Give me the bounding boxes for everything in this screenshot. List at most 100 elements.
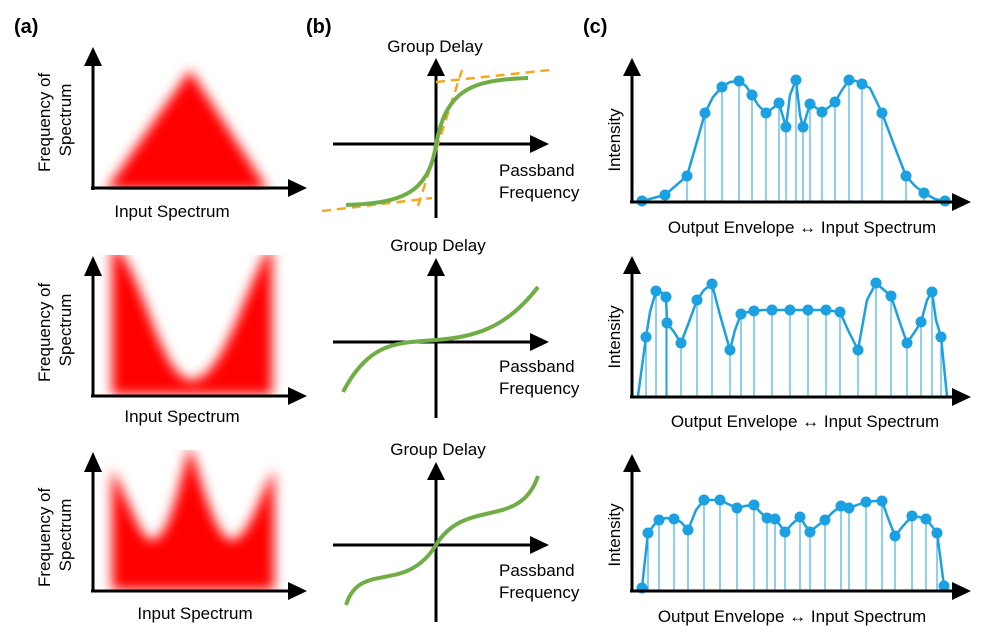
sample-dot xyxy=(779,526,791,538)
sample-dot xyxy=(773,97,785,109)
sample-dot xyxy=(843,74,855,86)
sample-dot xyxy=(843,502,855,514)
sample-dot xyxy=(889,530,901,542)
c2-xlabel: Output Envelope ↔ Input Spectrum xyxy=(671,412,939,431)
sample-dot xyxy=(931,527,943,539)
a2-xlabel: Input Spectrum xyxy=(124,407,239,426)
a3-y-arrow xyxy=(84,452,102,472)
group-delay-curve xyxy=(345,76,529,207)
sample-dot xyxy=(860,496,872,508)
sample-dot xyxy=(724,344,736,356)
sample-dot xyxy=(706,278,718,290)
sample-dot xyxy=(885,290,897,302)
sample-dot xyxy=(675,337,687,349)
c-row-2: Intensity Output Envelope ↔ Input Spectr… xyxy=(605,256,971,431)
sample-dot xyxy=(819,514,831,526)
b3-x-arrow xyxy=(530,536,549,554)
c2-sample-points xyxy=(640,277,947,356)
b2-ylabel: Group Delay xyxy=(390,236,486,255)
group-delay-curve xyxy=(341,285,540,393)
sample-dot xyxy=(816,106,828,118)
sample-dot xyxy=(852,344,864,356)
sample-dot xyxy=(802,304,814,316)
a-row-3: Frequency of Spectrum Input Spectrum xyxy=(35,450,307,623)
b2-xlabel: Passband Frequency xyxy=(499,357,580,398)
sample-dot xyxy=(731,502,743,514)
c3-x-arrow xyxy=(952,582,971,600)
sample-dot xyxy=(714,494,726,506)
b3-xlabel: Passband Frequency xyxy=(499,561,580,602)
sample-dot xyxy=(668,513,680,525)
b1-x-arrow xyxy=(530,135,549,153)
sample-dot xyxy=(642,527,654,539)
b1-y-arrow xyxy=(427,58,445,76)
sample-dot xyxy=(906,510,918,522)
sample-dot xyxy=(735,308,747,320)
sample-dot xyxy=(766,304,778,316)
sample-dot xyxy=(769,513,781,525)
c2-x-arrow xyxy=(952,388,971,406)
a-row-1: Frequency of Spectrum Input Spectrum xyxy=(35,47,307,221)
c1-stems xyxy=(641,80,946,202)
sample-dot xyxy=(681,170,693,182)
c1-ylabel: Intensity xyxy=(605,108,624,172)
c1-y-arrow xyxy=(623,58,641,76)
c3-y-arrow xyxy=(623,454,641,472)
sample-dot xyxy=(682,524,694,536)
asymptote-upper xyxy=(435,68,551,84)
spectrum-triangle xyxy=(106,70,268,190)
sample-dot xyxy=(733,75,745,87)
sample-dot xyxy=(716,81,728,93)
sample-dot xyxy=(820,304,832,316)
b2-x-arrow xyxy=(530,333,549,351)
b1-ylabel: Group Delay xyxy=(387,37,483,56)
a2-x-arrow xyxy=(288,387,307,405)
sample-dot xyxy=(870,277,882,289)
sample-dot xyxy=(926,286,938,298)
c-row-1: Intensity Output Envelope ↔ Input Spectr… xyxy=(605,58,971,237)
c3-xlabel: Output Envelope ↔ Input Spectrum xyxy=(658,607,926,626)
sample-dot xyxy=(650,285,662,297)
sample-dot xyxy=(804,98,816,110)
sample-dot xyxy=(918,187,930,199)
c3-stems xyxy=(641,500,945,591)
sample-dot xyxy=(640,331,652,343)
panel-label-a: (a) xyxy=(14,16,38,38)
sample-dot xyxy=(797,121,809,133)
a3-xlabel: Input Spectrum xyxy=(137,604,252,623)
sample-dot xyxy=(935,331,947,343)
sample-dot xyxy=(829,96,841,108)
b-row-3: Group Delay Passband Frequency xyxy=(333,440,580,622)
sample-dot xyxy=(748,499,760,511)
a1-x-arrow xyxy=(288,179,307,197)
sample-dot xyxy=(660,291,672,303)
asymptote-lower xyxy=(321,196,433,213)
panel-label-c: (c) xyxy=(583,16,607,38)
a2-y-arrow xyxy=(84,256,102,276)
sample-dot xyxy=(659,189,671,201)
sample-dot xyxy=(780,121,792,133)
sample-dot xyxy=(691,294,703,306)
spectrum-w-shape xyxy=(112,450,274,590)
sample-dot xyxy=(938,580,950,592)
sample-dot xyxy=(653,514,665,526)
a-row-2: Frequency of Spectrum Input Spectrum xyxy=(35,255,307,426)
b-row-1: Group Delay Passband Frequency xyxy=(321,37,580,218)
sample-dot xyxy=(856,78,868,90)
b2-y-arrow xyxy=(427,258,445,276)
sample-dot xyxy=(760,107,772,119)
c1-x-arrow xyxy=(952,193,971,211)
a2-ylabel: Frequency of Spectrum xyxy=(35,278,75,382)
c2-ylabel: Intensity xyxy=(605,305,624,369)
sample-dot xyxy=(901,337,913,349)
group-delay-curve xyxy=(344,475,540,606)
c1-xlabel: Output Envelope ↔ Input Spectrum xyxy=(668,218,936,237)
c3-ylabel: Intensity xyxy=(605,503,624,567)
sample-dot xyxy=(915,316,927,328)
a3-ylabel: Frequency of Spectrum xyxy=(35,483,75,587)
sample-dot xyxy=(699,107,711,119)
asymptote-tangent xyxy=(416,69,464,207)
sample-dot xyxy=(920,513,932,525)
panel-label-b: (b) xyxy=(306,16,332,38)
